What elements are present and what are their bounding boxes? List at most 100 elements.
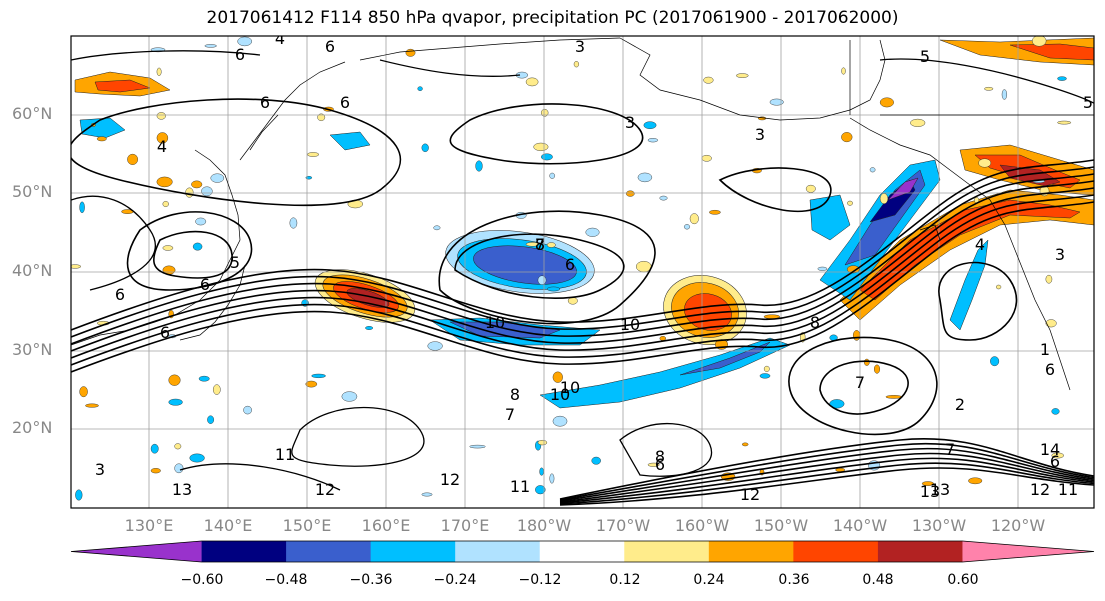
colorbar-tick-label: −0.48 bbox=[264, 572, 308, 588]
contour-label: 5 bbox=[920, 47, 930, 66]
contour-label: 10 bbox=[620, 315, 640, 334]
precip-speckle bbox=[525, 77, 539, 87]
precip-speckle bbox=[990, 356, 1000, 367]
precip-speckle bbox=[879, 193, 889, 205]
precip-speckle bbox=[156, 112, 166, 120]
contour-label: 10 bbox=[550, 385, 570, 404]
qvapor-contour bbox=[71, 194, 1094, 366]
qvapor-contour bbox=[559, 467, 1094, 506]
precip-speckle bbox=[198, 375, 210, 382]
precip-speckle bbox=[549, 172, 556, 179]
precip-speckle bbox=[535, 485, 546, 495]
lon-label-150w: 150°W bbox=[753, 516, 809, 535]
precip-speckle bbox=[742, 442, 749, 447]
contour-label: 7 bbox=[855, 373, 865, 392]
precip-speckle bbox=[162, 200, 169, 207]
qvapor-contour bbox=[71, 201, 1094, 373]
qvapor-contour bbox=[71, 166, 1094, 338]
colorbar-tick-label: 0.36 bbox=[778, 572, 810, 588]
precip-speckle bbox=[552, 371, 563, 383]
contour-label: 3 bbox=[95, 460, 105, 479]
precip-speckle bbox=[427, 341, 443, 351]
lat-label-20n: 20°N bbox=[12, 418, 53, 437]
precip-speckle bbox=[311, 373, 326, 378]
lon-label-170e: 170°E bbox=[440, 516, 490, 535]
qvapor-contour bbox=[788, 336, 938, 436]
precip-speckle bbox=[626, 190, 635, 197]
precip-speckle bbox=[921, 481, 934, 486]
precip-speckle bbox=[759, 373, 771, 379]
coastline bbox=[849, 117, 1071, 391]
precip-speckle bbox=[852, 330, 861, 341]
contour-label: 6 bbox=[655, 455, 665, 474]
contour-label: 12 bbox=[315, 480, 335, 499]
lon-label-180w: 180°W bbox=[516, 516, 572, 535]
qvapor-contour bbox=[379, 59, 521, 77]
contour-label: 6 bbox=[1050, 452, 1060, 471]
contour-label: 6 bbox=[565, 255, 575, 274]
contour-label: 3 bbox=[575, 37, 585, 56]
qvapor-contour bbox=[449, 103, 644, 165]
colorbar-tick-label: −0.24 bbox=[433, 572, 477, 588]
figure-title: 2017061412 F114 850 hPa qvapor, precipit… bbox=[206, 8, 899, 28]
precipitation-shading bbox=[71, 36, 1094, 501]
precip-speckle bbox=[585, 227, 600, 237]
qvapor-contour bbox=[152, 230, 233, 279]
qvapor-contour bbox=[718, 167, 832, 213]
precip-speckle bbox=[156, 132, 169, 144]
precip-speckle bbox=[289, 217, 298, 229]
contour-label: 5 bbox=[1083, 93, 1093, 112]
contour-label: 13 bbox=[930, 480, 950, 499]
qvapor-contour bbox=[619, 422, 713, 477]
precip-speckle bbox=[156, 176, 173, 188]
precip-speckle bbox=[433, 225, 441, 231]
contour-label: 13 bbox=[920, 482, 940, 501]
qvapor-contour bbox=[559, 462, 1094, 505]
coastline bbox=[359, 37, 621, 61]
precip-region bbox=[329, 131, 371, 151]
colorbar-tick-label: 0.48 bbox=[862, 572, 894, 588]
coastline bbox=[239, 61, 346, 161]
contour-label: 6 bbox=[160, 323, 170, 342]
precip-speckle bbox=[421, 143, 429, 153]
precip-speckle bbox=[647, 462, 660, 467]
precip-speckle bbox=[539, 467, 544, 476]
precip-speckle bbox=[659, 195, 668, 201]
precip-speckle bbox=[805, 184, 816, 193]
contour-label: 6 bbox=[1045, 360, 1055, 379]
qvapor-contour bbox=[559, 457, 1094, 504]
coastline bbox=[619, 37, 886, 121]
coastline bbox=[249, 114, 279, 151]
precip-speckle bbox=[469, 444, 486, 449]
precip-speckle bbox=[869, 167, 876, 173]
qvapor-contours bbox=[71, 50, 1094, 506]
qvapor-contour bbox=[126, 211, 253, 291]
contour-label: 3 bbox=[625, 113, 635, 132]
precip-speckle bbox=[684, 224, 691, 230]
qvapor-contour bbox=[179, 463, 341, 491]
precip-speckle bbox=[307, 152, 319, 157]
precip-speckle bbox=[984, 87, 994, 91]
precip-speckle bbox=[1045, 319, 1057, 328]
colorbar-tick-label: −0.12 bbox=[518, 572, 562, 588]
contour-label: 12 bbox=[1030, 480, 1050, 499]
precip-speckle bbox=[150, 443, 159, 454]
contour-label: 8 bbox=[655, 447, 665, 466]
lon-label-160w: 160°W bbox=[674, 516, 730, 535]
precip-speckle bbox=[317, 113, 326, 122]
precip-region bbox=[94, 79, 151, 93]
contour-label: 4 bbox=[975, 235, 985, 254]
precip-speckle bbox=[156, 67, 162, 76]
precip-speckle bbox=[841, 132, 853, 143]
contour-label: 4 bbox=[275, 29, 285, 48]
qvapor-contour bbox=[71, 173, 1094, 345]
contour-label: 7 bbox=[535, 235, 545, 254]
precip-speckle bbox=[703, 76, 714, 84]
qvapor-contour bbox=[879, 58, 1094, 110]
contour-label: 8 bbox=[510, 385, 520, 404]
precip-region bbox=[887, 177, 919, 201]
lon-label-130e: 130°E bbox=[124, 516, 174, 535]
precip-region bbox=[346, 288, 390, 308]
